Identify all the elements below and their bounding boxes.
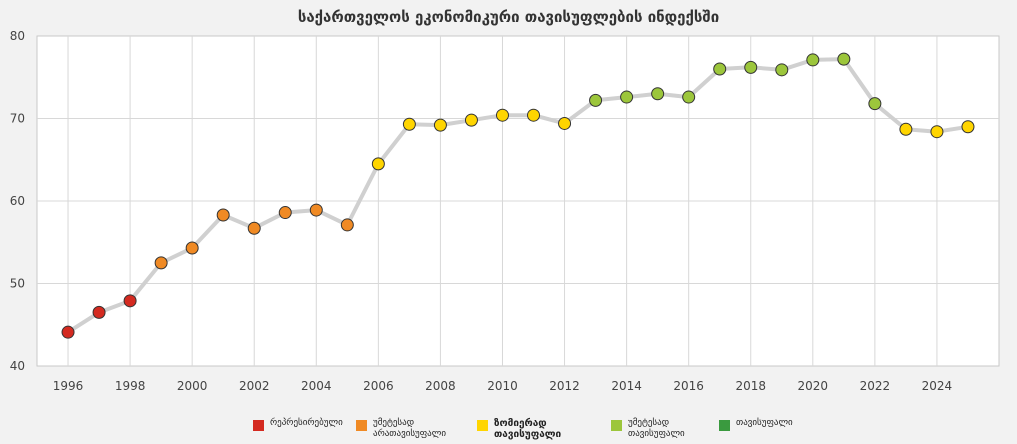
legend-label: უმეტესად თავისუფალი bbox=[628, 418, 685, 439]
legend-item: რეპრესირებული bbox=[253, 418, 343, 431]
x-tick-label: 2000 bbox=[177, 379, 208, 393]
legend-item: თავისუფალი bbox=[719, 418, 793, 431]
legend-label: თავისუფალი bbox=[736, 418, 793, 428]
y-tick-label: 40 bbox=[10, 359, 25, 373]
x-tick-label: 2010 bbox=[487, 379, 518, 393]
data-point bbox=[682, 90, 696, 104]
legend-item: უმეტესად არათავისუფალი bbox=[356, 418, 446, 440]
data-point bbox=[92, 305, 106, 319]
data-point bbox=[961, 120, 975, 134]
data-point bbox=[527, 108, 541, 122]
x-tick-label: 2022 bbox=[860, 379, 891, 393]
data-point bbox=[868, 97, 882, 111]
data-point bbox=[744, 60, 758, 74]
y-tick-label: 60 bbox=[10, 194, 25, 208]
data-point bbox=[464, 113, 478, 127]
legend-swatch bbox=[253, 420, 264, 431]
x-tick-label: 2016 bbox=[673, 379, 704, 393]
data-point bbox=[899, 122, 913, 136]
data-point bbox=[837, 52, 851, 66]
axis-tick-labels: 40 50 60 70 80 1996 1998 2000 2002 2004 2006 2008 20… bbox=[10, 29, 952, 393]
x-tick-label: 2006 bbox=[363, 379, 394, 393]
data-point bbox=[185, 241, 199, 255]
data-points bbox=[61, 52, 975, 339]
data-point bbox=[713, 62, 727, 76]
line-chart: 40 50 60 70 80 1996 1998 2000 2002 2004 2006 2008 20… bbox=[10, 29, 1000, 393]
x-tick-label: 2012 bbox=[549, 379, 580, 393]
x-tick-label: 2004 bbox=[301, 379, 332, 393]
x-tick-label: 2008 bbox=[425, 379, 456, 393]
data-point bbox=[154, 256, 168, 270]
x-tick-label: 2024 bbox=[922, 379, 953, 393]
x-tick-label: 1996 bbox=[53, 379, 84, 393]
x-tick-label: 2014 bbox=[611, 379, 642, 393]
data-point bbox=[309, 203, 323, 217]
data-point bbox=[620, 90, 634, 104]
x-tick-label: 2002 bbox=[239, 379, 270, 393]
data-point bbox=[247, 221, 261, 235]
legend-item: ზომიერად თავისუფალი bbox=[477, 418, 561, 440]
legend-swatch bbox=[611, 420, 622, 431]
grid-lines bbox=[37, 36, 999, 366]
data-point bbox=[61, 325, 75, 339]
y-tick-label: 70 bbox=[10, 112, 25, 126]
chart-legend: რეპრესირებული უმეტესად არათავისუფალი ზომიე… bbox=[0, 418, 1017, 444]
legend-swatch bbox=[719, 420, 730, 431]
legend-swatch bbox=[477, 420, 488, 431]
data-point bbox=[123, 294, 137, 308]
data-point bbox=[775, 63, 789, 77]
data-point bbox=[806, 53, 820, 67]
data-point bbox=[216, 208, 230, 222]
data-point bbox=[495, 108, 509, 122]
y-tick-label: 50 bbox=[10, 277, 25, 291]
data-point bbox=[402, 117, 416, 131]
data-point bbox=[371, 157, 385, 171]
data-point bbox=[558, 116, 572, 130]
data-point bbox=[930, 125, 944, 139]
data-point bbox=[651, 87, 665, 101]
x-tick-label: 2018 bbox=[735, 379, 766, 393]
y-tick-label: 80 bbox=[10, 29, 25, 43]
legend-label: უმეტესად არათავისუფალი bbox=[373, 418, 446, 439]
data-point bbox=[340, 218, 354, 232]
legend-item: უმეტესად თავისუფალი bbox=[611, 418, 685, 440]
chart-title: საქართველოს ეკონომიკური თავისუფლების ინდ… bbox=[297, 8, 720, 26]
legend-label: ზომიერად თავისუფალი bbox=[494, 418, 562, 440]
data-point bbox=[278, 206, 292, 220]
data-point bbox=[589, 93, 603, 107]
x-tick-label: 1998 bbox=[115, 379, 146, 393]
legend-label: რეპრესირებული bbox=[270, 418, 343, 428]
legend-swatch bbox=[356, 420, 367, 431]
data-point bbox=[433, 118, 447, 132]
x-tick-label: 2020 bbox=[798, 379, 829, 393]
